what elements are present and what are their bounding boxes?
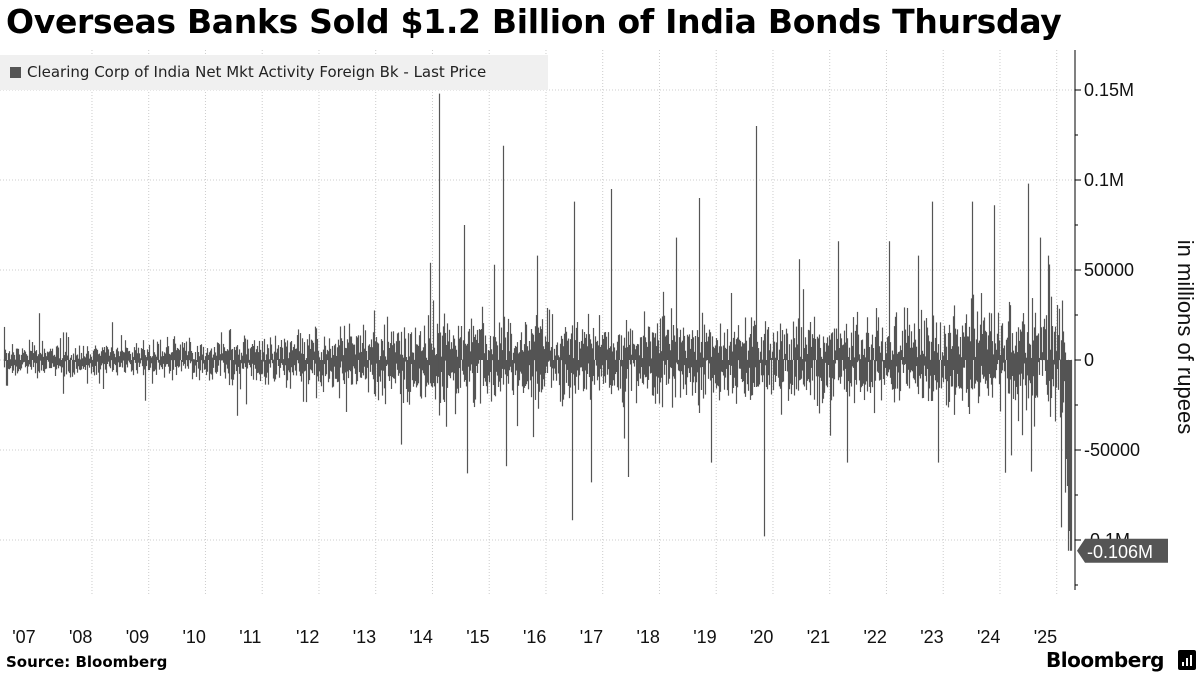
x-tick-label: '14 [409, 627, 432, 647]
legend-swatch [10, 67, 21, 78]
x-tick-label: '07 [12, 627, 35, 647]
source-note: Source: Bloomberg [6, 653, 168, 671]
y-tick-label: 0.1M [1084, 170, 1124, 190]
terminal-icon [1178, 650, 1196, 670]
x-tick-label: '15 [466, 627, 489, 647]
legend: Clearing Corp of India Net Mkt Activity … [0, 55, 548, 90]
last-value-box [1077, 538, 1168, 563]
x-tick-label: '21 [807, 627, 830, 647]
x-tick-label: '18 [636, 627, 659, 647]
x-tick-label: '11 [239, 627, 261, 647]
x-tick-label: '12 [296, 627, 319, 647]
x-tick-label: '24 [977, 627, 1000, 647]
y-tick-label: 0 [1084, 350, 1094, 370]
series-bars [3, 93, 1073, 551]
y-axis-label: in millions of rupees [1173, 239, 1198, 435]
x-tick-label: '23 [920, 627, 943, 647]
x-tick-label: '22 [863, 627, 886, 647]
x-tick-label: '13 [353, 627, 376, 647]
x-axis: '07 '08 '09 '10 '11 '12 '13 '14 '15 '16 '17 '18 '19 '… [12, 627, 1057, 647]
x-tick-label: '17 [580, 627, 603, 647]
x-tick-label: '08 [69, 627, 92, 647]
last-value-callout: -0.106M [1077, 538, 1168, 563]
y-tick-label: 50000 [1084, 260, 1134, 280]
x-tick-label: '20 [750, 627, 773, 647]
x-tick-label: '09 [126, 627, 149, 647]
brand-logo: Bloomberg [1046, 648, 1164, 672]
x-tick-label: '25 [1034, 627, 1057, 647]
x-tick-label: '19 [693, 627, 716, 647]
legend-label: Clearing Corp of India Net Mkt Activity … [27, 63, 487, 81]
y-tick-label: -50000 [1084, 440, 1140, 460]
last-value-label: -0.106M [1087, 542, 1153, 562]
y-tick-label: 0.15M [1084, 80, 1134, 100]
x-tick-label: '10 [182, 627, 205, 647]
x-tick-label: '16 [523, 627, 546, 647]
chart-title: Overseas Banks Sold $1.2 Billion of Indi… [6, 2, 1062, 41]
